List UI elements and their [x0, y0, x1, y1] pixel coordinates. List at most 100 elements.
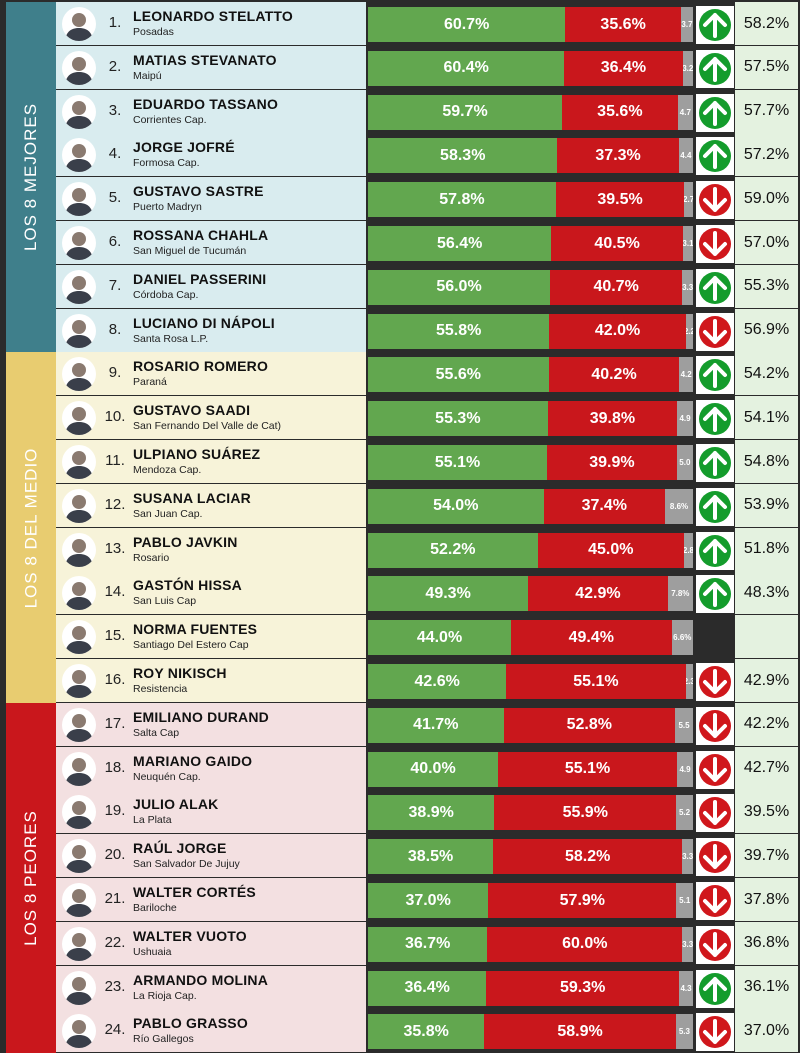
bar-negative: 60.0%: [487, 926, 683, 962]
mayor-name: GASTÓN HISSA: [133, 577, 242, 594]
person-icon: [65, 100, 93, 129]
rank-number: 6.: [108, 233, 122, 250]
bar-other: 5.3: [675, 1014, 693, 1050]
previous-value: 54.8%: [735, 440, 798, 483]
arrow-down-icon: [699, 184, 731, 217]
row-background: [56, 440, 366, 483]
bar-positive: 55.8%: [368, 313, 550, 349]
row-background: [56, 702, 366, 746]
rank-number: 14.: [104, 583, 126, 601]
row-background: [56, 2, 366, 45]
trend-cell: [696, 706, 734, 745]
city-name: Santiago Del Estero Cap: [133, 639, 249, 652]
trend-cell: [696, 444, 734, 482]
rank-number: 17.: [104, 714, 126, 732]
previous-value: [735, 615, 798, 659]
arrow-up-icon: [699, 972, 731, 1005]
stacked-bar: 52.2% 45.0% 2.8: [368, 532, 693, 568]
arrow-up-icon: [699, 359, 731, 392]
rank-number: 8.: [108, 320, 122, 338]
stacked-bar: 54.0% 37.4% 8.6%: [368, 488, 693, 524]
bar-negative: 58.9%: [484, 1014, 676, 1050]
bar-other: 5.0: [676, 445, 693, 480]
person-icon: [65, 845, 93, 874]
row-background: [56, 396, 366, 440]
mayor-name: DANIEL PASSERINI: [133, 270, 267, 287]
row-background: [56, 878, 366, 921]
trend-cell: [696, 838, 734, 877]
rank-number: 4.: [108, 145, 122, 163]
stacked-bar: 49.3% 42.9% 7.8%: [368, 576, 693, 612]
person-icon: [65, 713, 93, 742]
avatar: [62, 138, 96, 173]
previous-value: 42.9%: [735, 659, 798, 702]
bar-other: 2.3: [685, 664, 693, 699]
avatar: [62, 970, 96, 1005]
row-background: [56, 790, 366, 834]
rank-number: 20.: [104, 846, 126, 864]
stacked-bar: 42.6% 55.1% 2.3: [368, 664, 693, 699]
stacked-bar: 37.0% 57.9% 5.1: [368, 883, 693, 918]
rank-number: 18.: [104, 758, 126, 776]
city-name: La Rioja Cap.: [133, 989, 197, 1002]
city-name: San Miguel de Tucumán: [133, 245, 247, 257]
city-name: San Fernando Del Valle de Cat): [133, 420, 282, 433]
previous-value: 42.7%: [735, 746, 798, 790]
trend-cell: [696, 225, 734, 263]
stacked-bar: 60.4% 36.4% 3.2: [368, 50, 693, 86]
table-row: 2. MATIAS STEVANATO Maipú 60.4% 36.4% 3.2 57.5…: [56, 45, 798, 90]
bar-negative: 35.6%: [565, 7, 681, 42]
rank-number: 24.: [104, 1021, 126, 1039]
city-name: Paraná: [133, 376, 167, 389]
trend-cell: [696, 1013, 734, 1052]
mayor-name: GUSTAVO SAADI: [133, 402, 251, 419]
bar-positive: 42.6%: [368, 664, 507, 699]
bar-negative: 37.4%: [543, 488, 666, 524]
table-row: 6. ROSSANA CHAHLA San Miguel de Tucumán 56.…: [56, 221, 798, 265]
row-background: [56, 133, 366, 177]
table-row: 14. GASTÓN HISSA San Luis Cap 49.3% 42.9% 7.8…: [56, 571, 798, 615]
city-name: Bariloche: [133, 902, 177, 914]
trend-cell: [696, 268, 734, 307]
previous-value: 54.2%: [735, 352, 798, 396]
city-name: Mendoza Cap.: [133, 464, 202, 476]
stacked-bar: 55.1% 39.9% 5.0: [368, 445, 693, 480]
trend-cell: [696, 882, 734, 920]
trend-cell: [696, 137, 734, 176]
bar-other: 6.6%: [671, 620, 693, 656]
avatar: [62, 883, 96, 917]
person-icon: [65, 538, 93, 567]
stacked-bar: 36.4% 59.3% 4.3: [368, 970, 693, 1006]
stacked-bar: 44.0% 49.4% 6.6%: [368, 620, 693, 656]
stacked-bar: 56.4% 40.5% 3.1: [368, 226, 693, 261]
group-label: LOS 8 MEJORES: [21, 103, 41, 252]
person-icon: [65, 976, 93, 1005]
bar-negative: 40.5%: [551, 226, 683, 261]
person-icon: [65, 670, 93, 698]
arrow-down-icon: [699, 928, 731, 961]
bar-positive: 36.7%: [368, 926, 488, 962]
stacked-bar: 56.0% 40.7% 3.3: [368, 269, 693, 305]
bar-other: 4.2: [679, 357, 693, 393]
stacked-bar: 55.6% 40.2% 4.2: [368, 357, 693, 393]
row-background: [56, 527, 366, 571]
bar-other: 2.8: [683, 532, 693, 568]
previous-value: 37.8%: [735, 878, 798, 921]
trend-cell: [696, 663, 734, 701]
city-name: San Salvador De Jujuy: [133, 858, 240, 871]
bar-positive: 56.4%: [368, 226, 552, 261]
table-row: 4. JORGE JOFRÉ Formosa Cap. 58.3% 37.3% 4.4 57…: [56, 133, 798, 177]
bar-other: 3.3: [682, 269, 693, 305]
table-row: 5. GUSTAVO SASTRE Puerto Madryn 57.8% 39.5% 2…: [56, 177, 798, 221]
previous-value: 54.1%: [735, 396, 798, 440]
row-background: [56, 89, 366, 133]
person-icon: [65, 582, 93, 611]
trend-cell: [696, 925, 734, 964]
rank-number: 10.: [104, 408, 126, 426]
previous-value: 53.9%: [735, 483, 798, 527]
bar-negative: 35.6%: [562, 94, 678, 130]
arrow-up-icon: [699, 96, 731, 129]
city-name: San Luis Cap: [133, 595, 197, 608]
previous-value: 57.0%: [735, 221, 798, 264]
city-name: Salta Cap: [133, 726, 180, 739]
